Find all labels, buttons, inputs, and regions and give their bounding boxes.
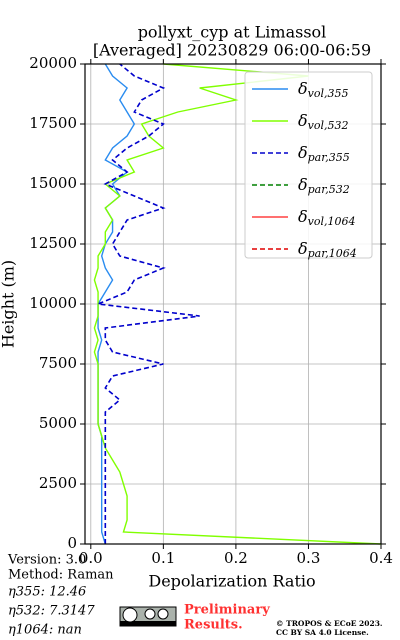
- x-tick-label: 0.4: [369, 549, 393, 567]
- legend-label: δvol,532: [298, 111, 349, 133]
- legend-label: δpar,532: [298, 175, 350, 197]
- preliminary-note: Results.: [184, 618, 243, 633]
- y-tick-label: 0: [67, 534, 77, 552]
- cc-logo: [119, 606, 177, 627]
- legend: δvol,355 δvol,532 δpar,355 δpar,532 δvol,106…: [244, 71, 373, 261]
- profile-line: [93, 63, 382, 545]
- legend-label: δpar,1064: [298, 239, 357, 261]
- legend-label: δpar,355: [298, 143, 350, 165]
- legend-box: [244, 71, 373, 259]
- y-tick-label: 5000: [39, 414, 77, 432]
- legend-label: δvol,1064: [298, 207, 356, 229]
- legend-label: δvol,355: [298, 79, 349, 101]
- x-tick-label: 0.1: [151, 549, 175, 567]
- y-tick-label: 12500: [29, 234, 77, 252]
- info-eta: η1064: nan: [8, 623, 82, 638]
- info-eta: η355: 12.46: [8, 585, 86, 600]
- y-tick-label: 15000: [29, 174, 77, 192]
- info-version: Version: 3.0: [7, 553, 86, 568]
- x-tick-label: 0.2: [224, 549, 248, 567]
- x-tick-label: 0.3: [297, 549, 321, 567]
- y-tick-label: 2500: [39, 474, 77, 492]
- copyright: CC BY SA 4.0 License.: [276, 628, 369, 637]
- y-tick-label: 17500: [29, 114, 77, 132]
- x-axis-label: Depolarization Ratio: [148, 572, 315, 591]
- chart-subtitle: [Averaged] 20230829 06:00-06:59: [93, 41, 371, 60]
- info-method: Method: Raman: [8, 568, 114, 583]
- plot-frame: [84, 63, 382, 545]
- y-tick-label: 20000: [29, 54, 77, 72]
- x-tick-label: 0.0: [79, 549, 103, 567]
- preliminary-note: Preliminary: [184, 603, 270, 618]
- chart-title: pollyxt_cyp at Limassol: [138, 23, 327, 42]
- profile-line: [94, 63, 200, 544]
- copyright: © TROPOS & ECoE 2023.: [276, 619, 383, 628]
- info-eta: η532: 7.3147: [8, 604, 95, 619]
- y-tick-label: 7500: [39, 354, 77, 372]
- y-tick-label: 10000: [29, 294, 77, 312]
- y-axis-label: Height (m): [0, 260, 18, 348]
